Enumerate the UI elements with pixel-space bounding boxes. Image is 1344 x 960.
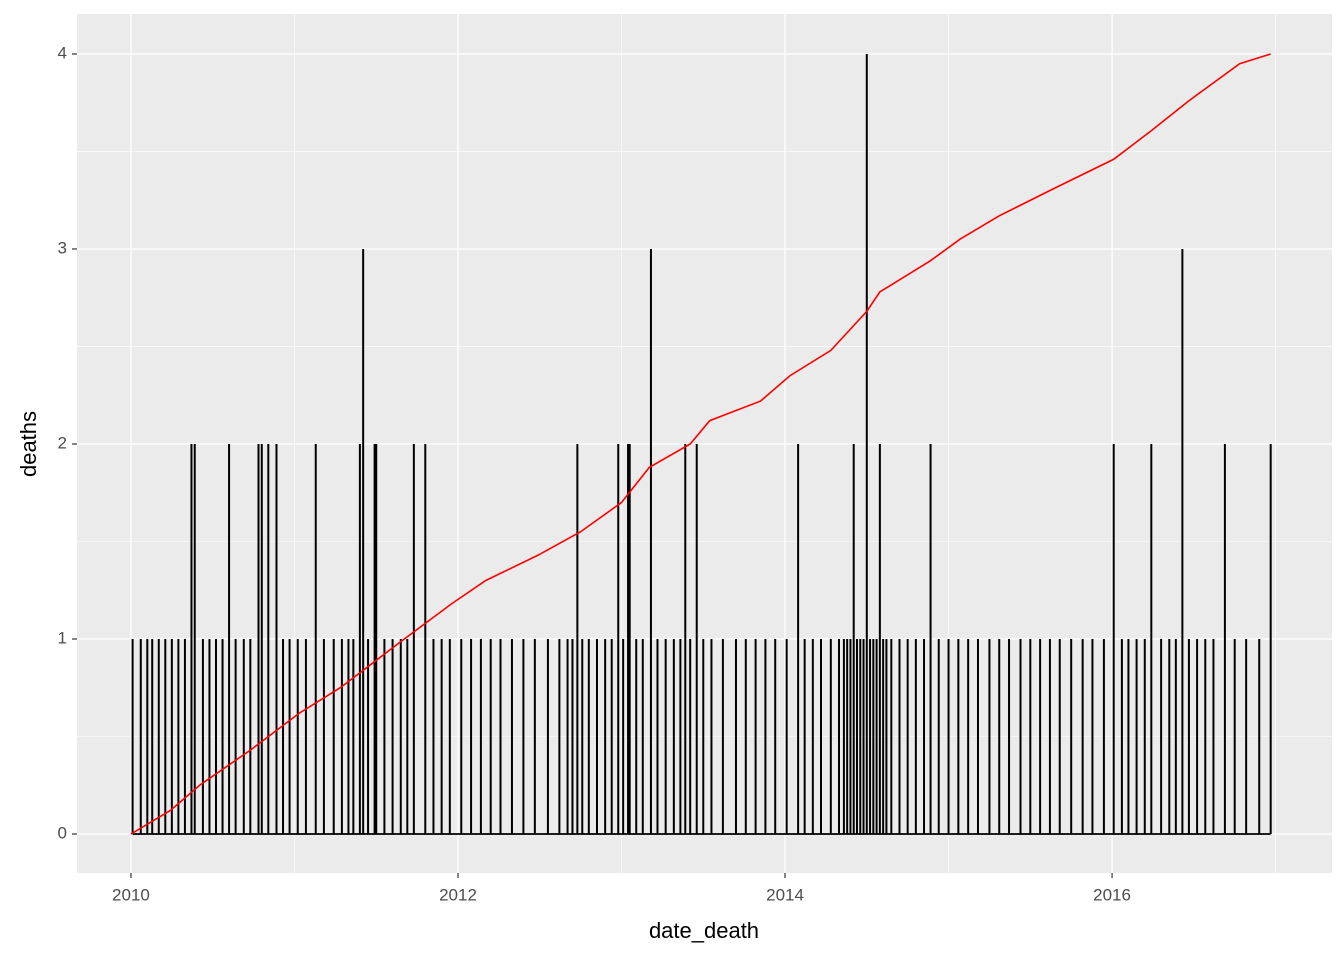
y-tick-label: 4 <box>58 43 67 62</box>
x-tick-label: 2014 <box>766 885 804 904</box>
line <box>130 53 1271 835</box>
x-tick-label: 2010 <box>112 885 150 904</box>
x-axis-title: date_death <box>649 918 759 943</box>
y-tick-label: 1 <box>58 628 67 647</box>
x-tick-label: 2016 <box>1093 885 1131 904</box>
y-tick-label: 2 <box>58 433 67 452</box>
x-tick-label: 2012 <box>439 885 477 904</box>
y-tick-label: 0 <box>58 823 67 842</box>
y-axis-title: deaths <box>16 411 41 477</box>
y-tick-label: 3 <box>58 238 67 257</box>
